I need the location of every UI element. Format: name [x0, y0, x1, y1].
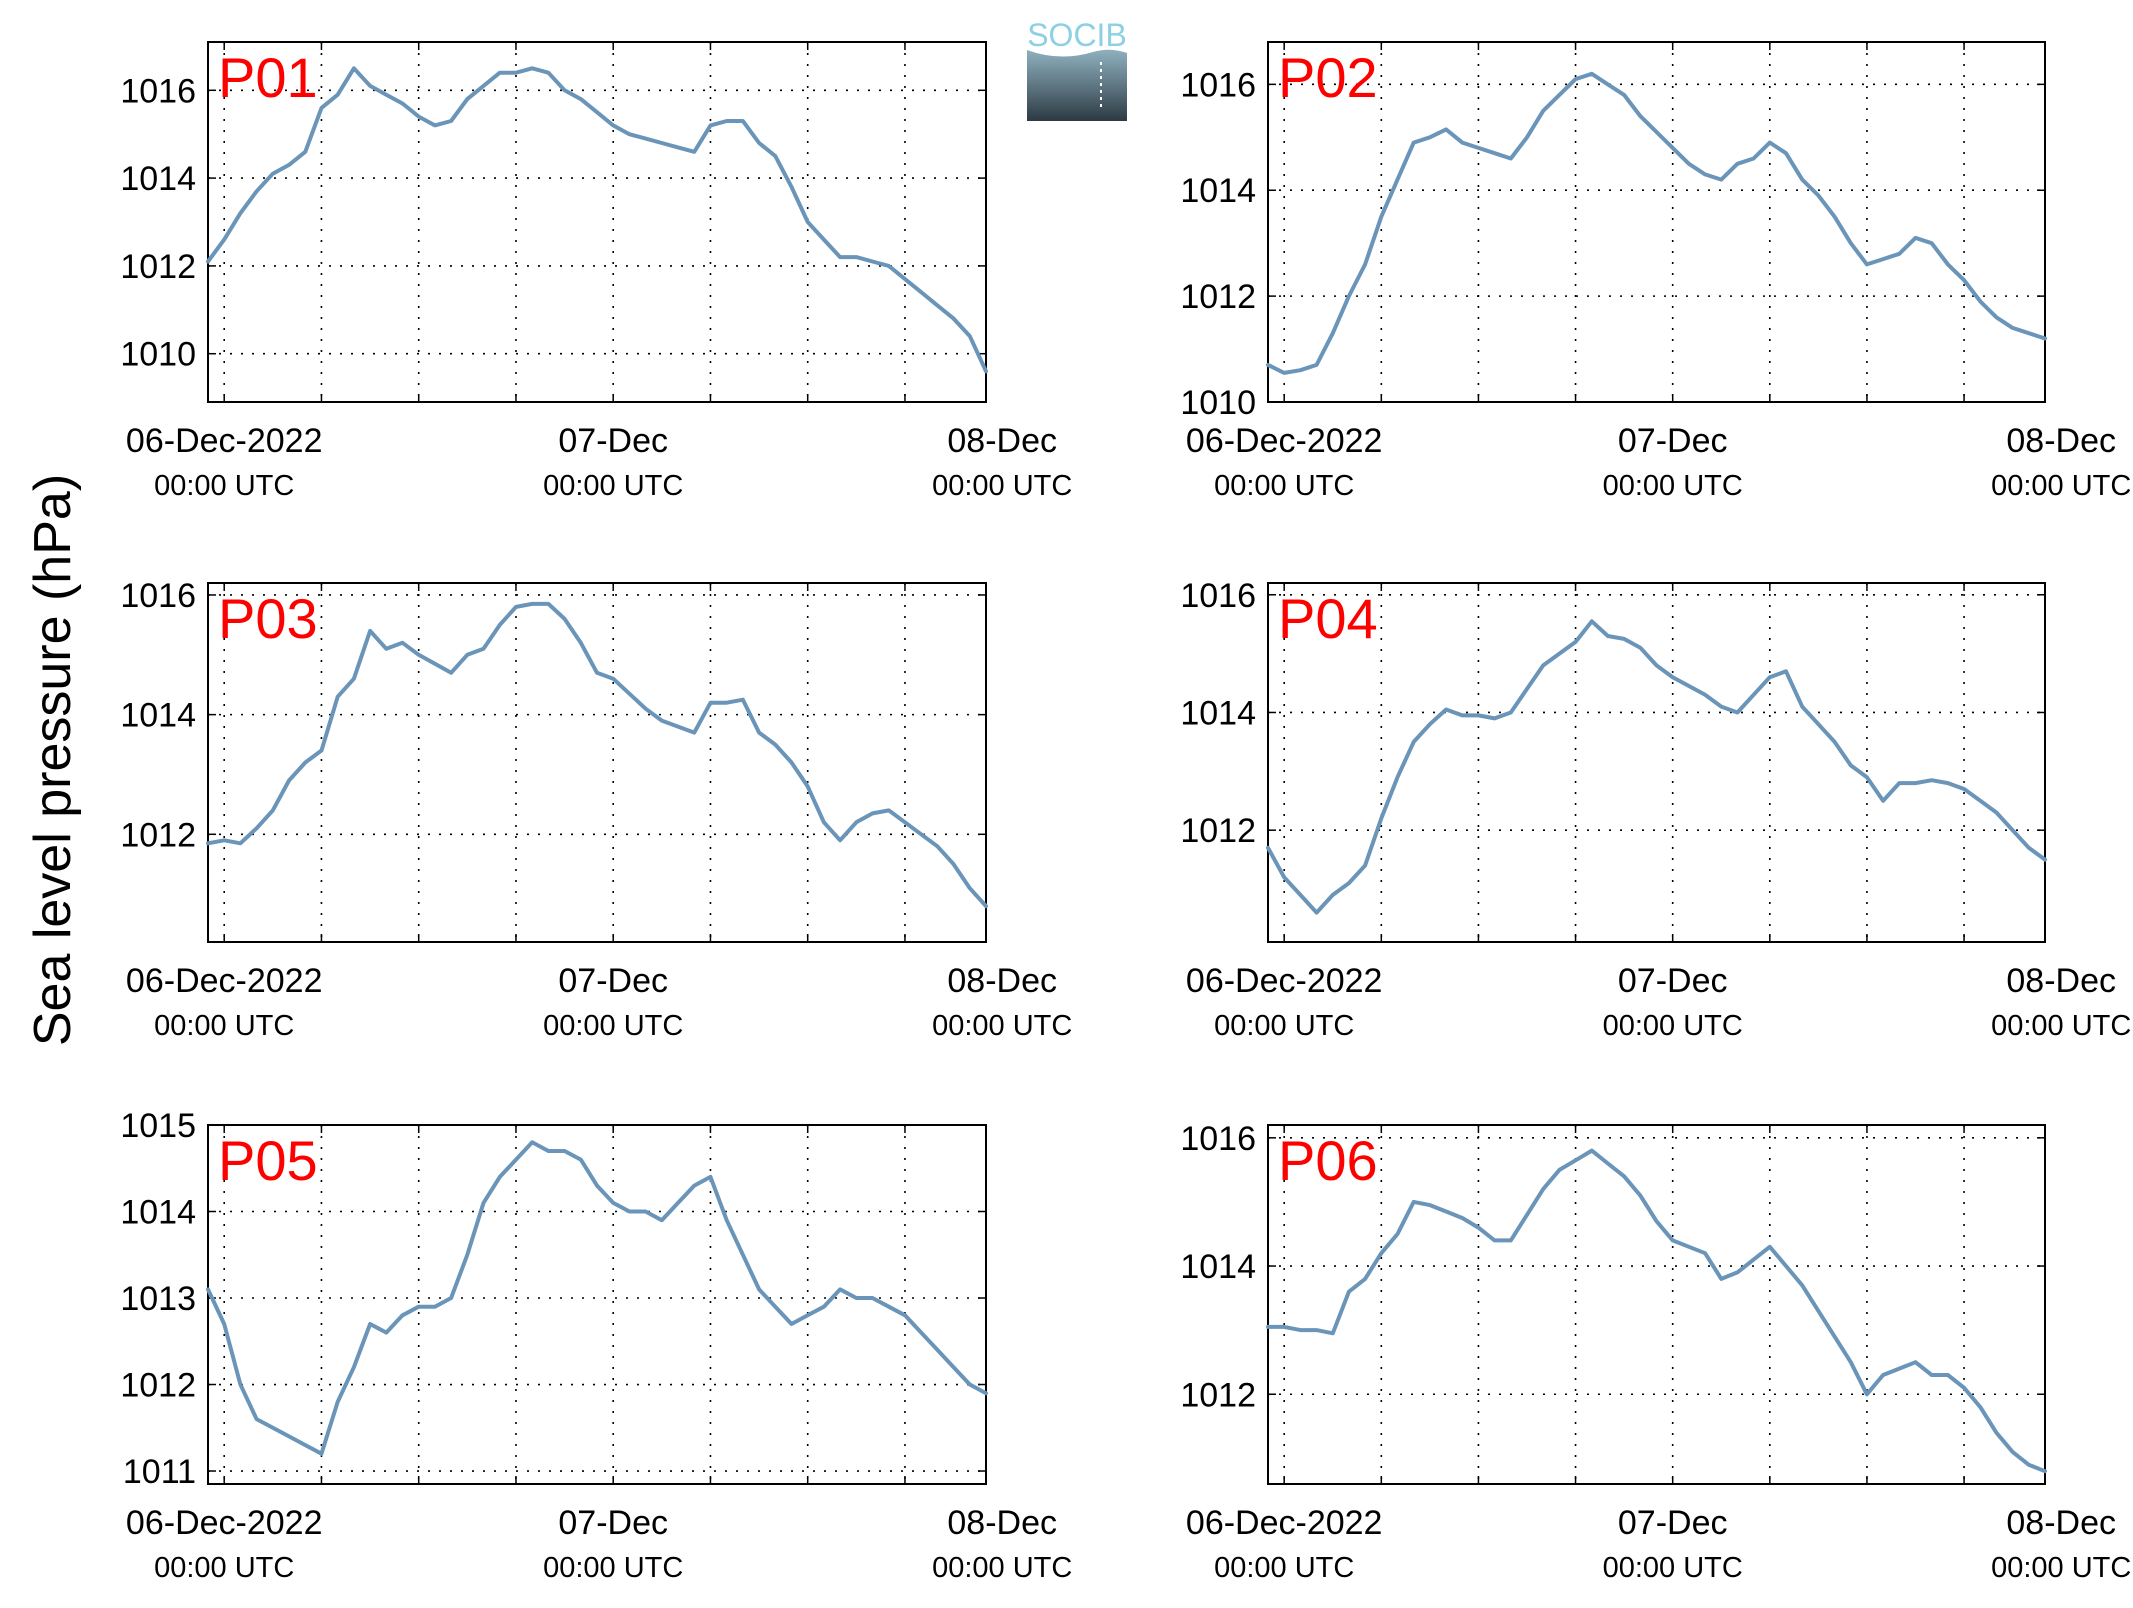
y-tick-label: 1010	[120, 336, 196, 374]
y-tick-label: 1010	[1180, 384, 1256, 422]
x-tick-label: 07-Dec	[558, 422, 668, 460]
x-tick-label: 06-Dec-2022	[126, 422, 323, 460]
y-tick-label: 1012	[120, 816, 196, 854]
pressure-series-line	[206, 66, 988, 374]
y-tick-label: 1016	[120, 577, 196, 615]
x-tick-label: 07-Dec	[558, 962, 668, 1000]
x-tick-sublabel: 00:00 UTC	[1991, 1010, 2131, 1042]
y-tick-label: 1014	[120, 160, 196, 198]
x-tick-label: 06-Dec-2022	[1186, 422, 1383, 460]
x-tick-sublabel: 00:00 UTC	[1214, 1010, 1354, 1042]
pressure-series-line	[206, 1140, 988, 1456]
x-tick-sublabel: 00:00 UTC	[543, 1552, 683, 1584]
y-tick-label: 1014	[1180, 694, 1256, 732]
x-tick-sublabel: 00:00 UTC	[154, 1552, 294, 1584]
y-tick-label: 1014	[1180, 172, 1256, 210]
y-tick-label: 1016	[1180, 1120, 1256, 1158]
panel-title: P02	[1278, 46, 1378, 109]
x-tick-sublabel: 00:00 UTC	[1214, 1552, 1354, 1584]
panel-p03: 1012 1014 1016 06-Dec-2022 00:00 UTC 07-Dec 00…	[120, 577, 1072, 1042]
x-tick-label: 07-Dec	[558, 1504, 668, 1542]
y-tick-label: 1012	[120, 1367, 196, 1405]
y-tick-label: 1013	[120, 1280, 196, 1318]
pressure-series-line	[1266, 619, 2047, 915]
socib-logo-text: SOCIB	[1027, 17, 1127, 53]
x-tick-label: 06-Dec-2022	[1186, 1504, 1383, 1542]
axes-frame	[1267, 41, 2046, 403]
x-tick-sublabel: 00:00 UTC	[932, 1552, 1072, 1584]
y-tick-label: 1012	[1180, 1376, 1256, 1414]
x-tick-sublabel: 00:00 UTC	[543, 470, 683, 502]
y-tick-label: 1014	[120, 1194, 196, 1232]
x-tick-sublabel: 00:00 UTC	[1991, 470, 2131, 502]
x-tick-label: 06-Dec-2022	[1186, 962, 1383, 1000]
axes-frame	[1267, 1124, 2046, 1485]
x-tick-sublabel: 00:00 UTC	[154, 470, 294, 502]
y-tick-label: 1012	[1180, 278, 1256, 316]
x-tick-sublabel: 00:00 UTC	[1991, 1552, 2131, 1584]
x-tick-label: 08-Dec	[2006, 422, 2116, 460]
panel-p02: 1010 1012 1014 1016 06-Dec-2022 00:00 UTC 07-D…	[1180, 41, 2131, 502]
axes-frame	[207, 41, 987, 403]
y-tick-label: 1015	[120, 1107, 196, 1145]
x-tick-label: 08-Dec	[947, 1504, 1057, 1542]
panel-p05: 1011 1012 1013 1014 1015 06-Dec-2022 00:00 UTC…	[120, 1107, 1072, 1584]
y-tick-label: 1014	[120, 697, 196, 735]
panel-title: P03	[218, 587, 318, 650]
x-tick-sublabel: 00:00 UTC	[1214, 470, 1354, 502]
x-tick-label: 06-Dec-2022	[126, 962, 323, 1000]
x-tick-label: 06-Dec-2022	[126, 1504, 323, 1542]
pressure-series-line	[1266, 1148, 2047, 1474]
panel-title: P04	[1278, 587, 1378, 650]
panel-p01: 1010 1012 1014 1016 06-Dec-2022 00:00 UTC 07-D…	[120, 41, 1072, 502]
y-tick-label: 1016	[1180, 66, 1256, 104]
x-tick-label: 07-Dec	[1618, 1504, 1728, 1542]
x-tick-label: 08-Dec	[2006, 962, 2116, 1000]
x-tick-sublabel: 00:00 UTC	[1603, 470, 1743, 502]
x-tick-label: 08-Dec	[947, 422, 1057, 460]
x-tick-sublabel: 00:00 UTC	[154, 1010, 294, 1042]
axes-frame	[1267, 582, 2046, 943]
pressure-series-line	[206, 601, 988, 909]
y-tick-label: 1012	[1180, 812, 1256, 850]
panels: 1010 1012 1014 1016 06-Dec-2022 00:00 UTC 07-D…	[120, 41, 2131, 1584]
panel-p04: 1012 1014 1016 06-Dec-2022 00:00 UTC 07-Dec 00…	[1180, 577, 2131, 1042]
axes-frame	[207, 582, 987, 943]
socib-logo-wave	[1027, 49, 1127, 121]
y-axis-label: Sea level pressure (hPa)	[24, 474, 82, 1046]
pressure-series-line	[1266, 71, 2047, 375]
y-tick-label: 1014	[1180, 1248, 1256, 1286]
x-tick-sublabel: 00:00 UTC	[1603, 1552, 1743, 1584]
y-tick-label: 1012	[120, 248, 196, 286]
x-tick-sublabel: 00:00 UTC	[932, 1010, 1072, 1042]
socib-logo: SOCIB	[1027, 17, 1127, 121]
x-tick-sublabel: 00:00 UTC	[543, 1010, 683, 1042]
y-tick-label: 1011	[123, 1453, 196, 1491]
panel-title: P06	[1278, 1129, 1378, 1192]
x-tick-sublabel: 00:00 UTC	[932, 470, 1072, 502]
axes-frame	[207, 1124, 987, 1485]
x-tick-label: 08-Dec	[2006, 1504, 2116, 1542]
panel-title: P05	[218, 1129, 318, 1192]
panel-title: P01	[218, 46, 318, 109]
panel-p06: 1012 1014 1016 06-Dec-2022 00:00 UTC 07-Dec 00…	[1180, 1120, 2131, 1584]
y-tick-label: 1016	[120, 72, 196, 110]
x-tick-label: 07-Dec	[1618, 962, 1728, 1000]
x-tick-label: 07-Dec	[1618, 422, 1728, 460]
y-tick-label: 1016	[1180, 577, 1256, 615]
x-tick-label: 08-Dec	[947, 962, 1057, 1000]
x-tick-sublabel: 00:00 UTC	[1603, 1010, 1743, 1042]
